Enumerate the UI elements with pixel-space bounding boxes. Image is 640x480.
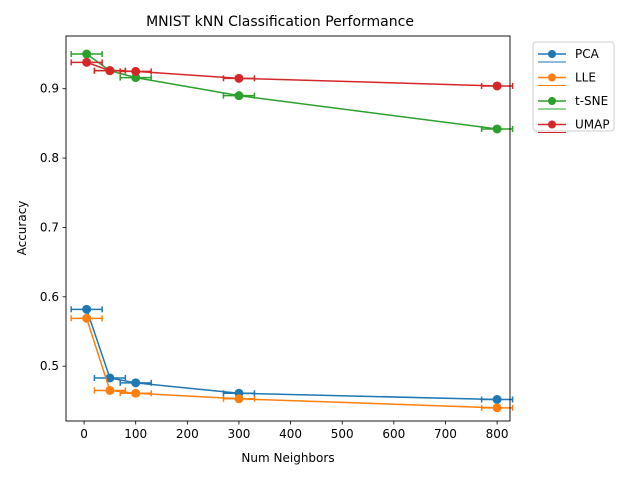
legend-entry-pca: PCA	[538, 47, 600, 63]
data-point-t-sne	[234, 91, 244, 101]
data-point-lle	[131, 388, 141, 398]
data-point-t-sne	[82, 49, 92, 59]
series-pca	[70, 304, 514, 404]
data-point-umap	[131, 66, 141, 76]
legend-label: PCA	[575, 47, 600, 61]
x-tick-label: 200	[176, 427, 199, 441]
data-point-umap	[105, 66, 115, 76]
legend-marker	[548, 120, 556, 129]
x-axis: 0 100 200 300 400 500 600 700 800	[80, 421, 509, 441]
data-point-lle	[234, 394, 244, 404]
axes-frame	[65, 35, 511, 422]
data-point-pca	[82, 304, 92, 314]
series-umap	[70, 57, 514, 91]
x-axis-label: Num Neighbors	[241, 451, 334, 465]
x-tick-label: 800	[486, 427, 509, 441]
x-tick-label: 500	[331, 427, 354, 441]
legend-entry-t-sne: t-SNE	[538, 94, 608, 110]
legend: PCA LLE t-SNE UMAP	[532, 41, 615, 133]
data-point-umap	[234, 73, 244, 83]
legend-marker	[548, 73, 556, 82]
legend-marker	[548, 97, 556, 105]
data-point-lle	[82, 313, 92, 323]
data-point-t-sne	[131, 73, 141, 83]
legend-entry-umap: UMAP	[538, 118, 610, 133]
data-point-umap	[492, 81, 502, 91]
y-tick-label: 0.9	[40, 82, 59, 96]
legend-label: LLE	[575, 71, 596, 85]
chart-title: MNIST kNN Classification Performance	[146, 14, 414, 30]
y-tick-label: 0.6	[40, 290, 59, 304]
data-point-t-sne	[492, 124, 502, 134]
series-line-umap	[86, 61, 498, 87]
series-t-sne	[70, 49, 514, 134]
data-point-pca	[131, 378, 141, 388]
legend-marker	[548, 50, 556, 58]
x-tick-label: 700	[434, 427, 457, 441]
series-lle	[70, 313, 514, 413]
y-tick-label: 0.8	[40, 151, 59, 165]
plot-area	[70, 49, 514, 413]
x-tick-label: 600	[382, 427, 405, 441]
y-axis-label: Accuracy	[15, 201, 29, 256]
y-tick-label: 0.5	[40, 359, 59, 373]
data-point-pca	[105, 373, 115, 383]
data-point-umap	[82, 57, 92, 67]
series-line-t-sne	[86, 53, 498, 130]
series-line-pca	[85, 309, 498, 401]
y-axis: 0.5 0.6 0.7 0.8 0.9	[40, 82, 66, 373]
y-tick-label: 0.7	[40, 220, 59, 234]
x-tick-label: 100	[124, 427, 147, 441]
x-tick-label: 300	[228, 427, 251, 441]
data-point-lle	[492, 403, 502, 413]
data-point-pca	[492, 394, 502, 404]
x-tick-label: 400	[279, 427, 302, 441]
data-point-lle	[105, 385, 115, 395]
legend-label: t-SNE	[575, 94, 608, 108]
x-tick-label: 0	[80, 427, 88, 441]
legend-entry-lle: LLE	[538, 71, 596, 86]
legend-label: UMAP	[575, 118, 610, 132]
